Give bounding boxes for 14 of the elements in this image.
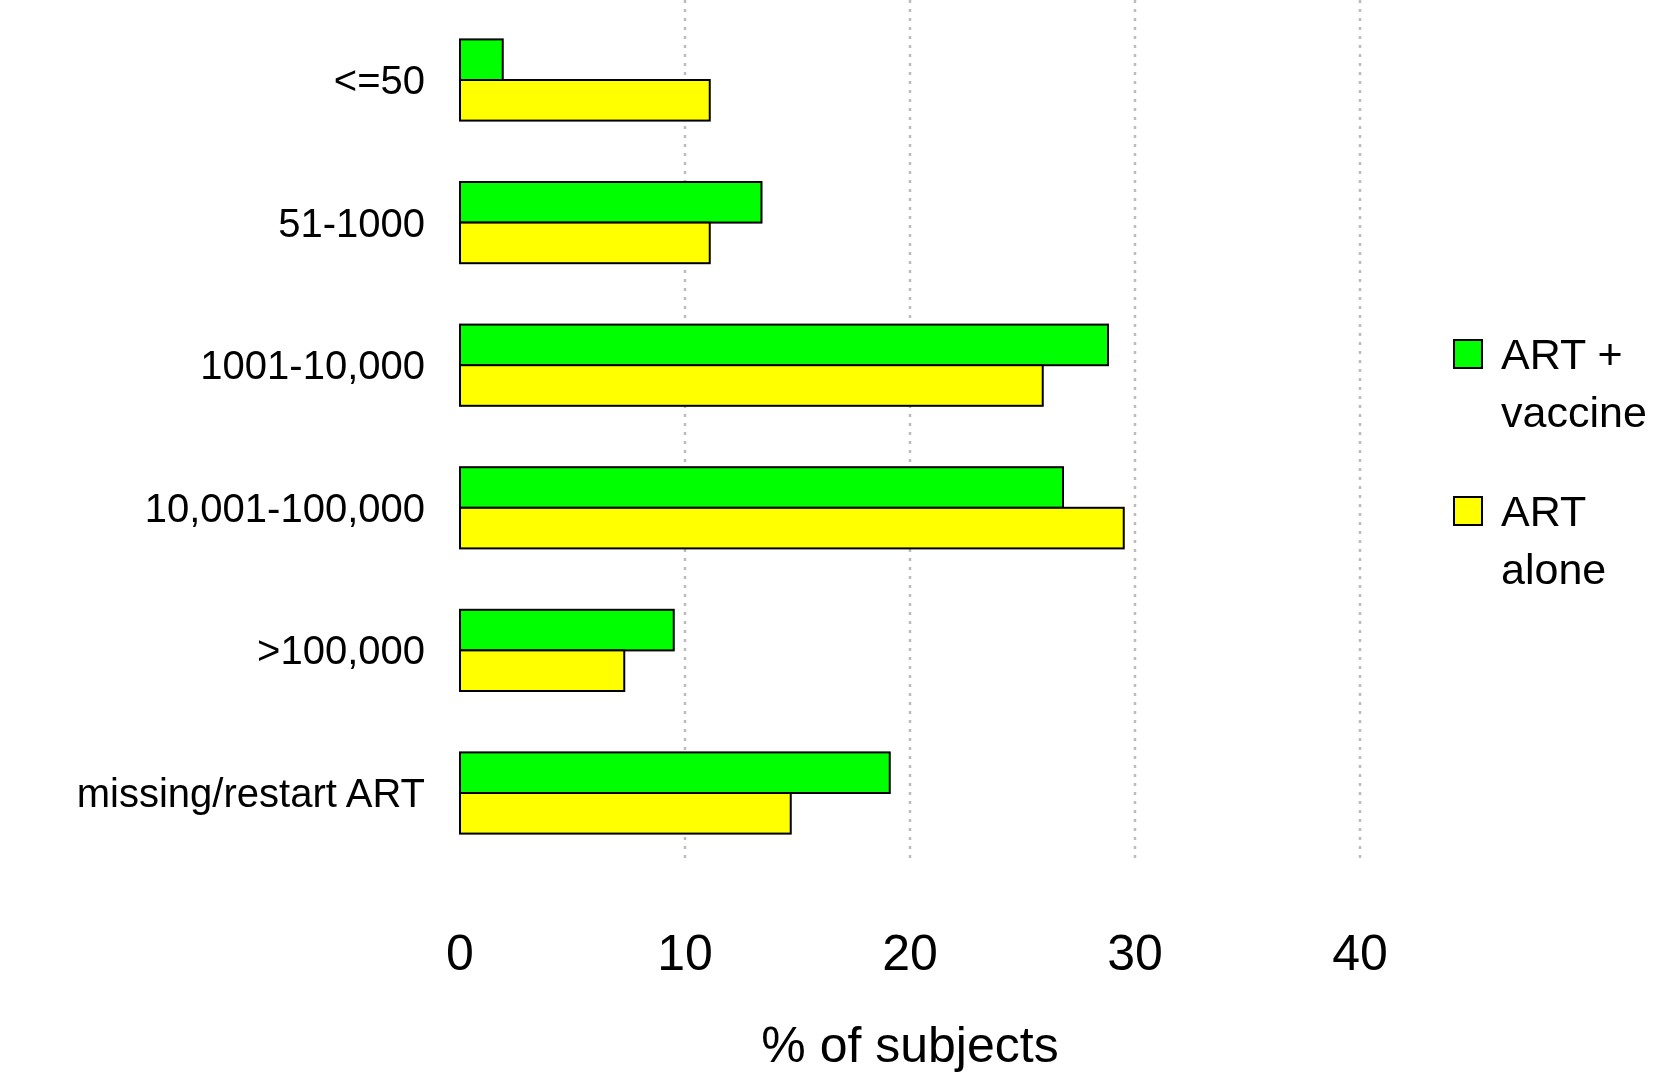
x-tick-label: 10 bbox=[657, 925, 713, 981]
legend-label: ART + vaccine bbox=[1501, 330, 1647, 437]
y-tick-label: missing/restart ART bbox=[76, 771, 425, 815]
y-tick-label: 51-1000 bbox=[278, 200, 425, 245]
x-tick-label: 30 bbox=[1107, 925, 1163, 981]
y-tick-label: 10,001-100,000 bbox=[144, 485, 425, 530]
y-tick-label: >100,000 bbox=[257, 628, 425, 673]
x-axis-title: % of subjects bbox=[761, 1017, 1059, 1073]
x-tick-label: 40 bbox=[1332, 925, 1388, 981]
legend-label: ART alone bbox=[1501, 487, 1607, 594]
x-tick-label: 0 bbox=[446, 925, 474, 981]
y-tick-label: <=50 bbox=[333, 58, 425, 102]
x-tick-label: 20 bbox=[882, 925, 938, 981]
y-tick-label: 1001-10,000 bbox=[200, 343, 425, 388]
